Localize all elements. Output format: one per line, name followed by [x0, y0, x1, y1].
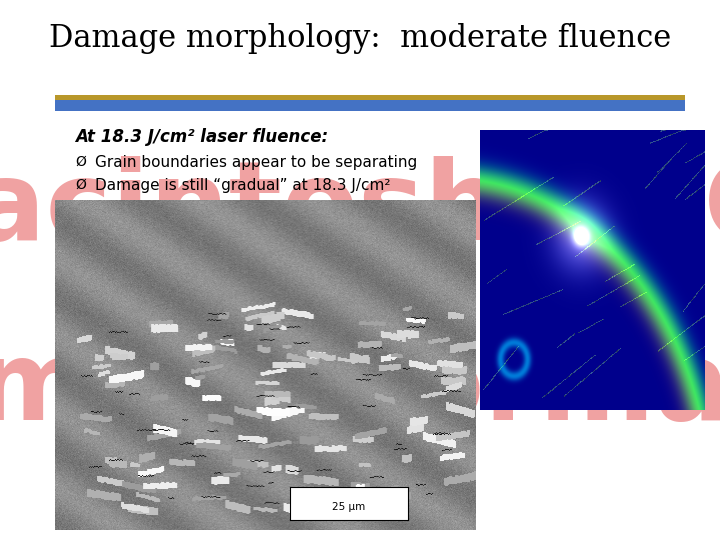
Text: Macintosh  PICT: Macintosh PICT [0, 157, 720, 264]
Text: Damage is still “gradual” at 18.3 J/cm²: Damage is still “gradual” at 18.3 J/cm² [95, 178, 390, 193]
Text: Grain boundaries appear to be separating: Grain boundaries appear to be separating [95, 155, 418, 170]
Text: image format: image format [0, 336, 720, 444]
Bar [55, 95, 685, 111]
Text: At 18.3 J/cm² laser fluence:: At 18.3 J/cm² laser fluence: [75, 128, 328, 146]
Bar [55, 95, 685, 100]
Text: Ø: Ø [75, 178, 86, 192]
Text: Damage morphology:  moderate fluence: Damage morphology: moderate fluence [49, 23, 671, 53]
Text: Ø: Ø [75, 155, 86, 169]
